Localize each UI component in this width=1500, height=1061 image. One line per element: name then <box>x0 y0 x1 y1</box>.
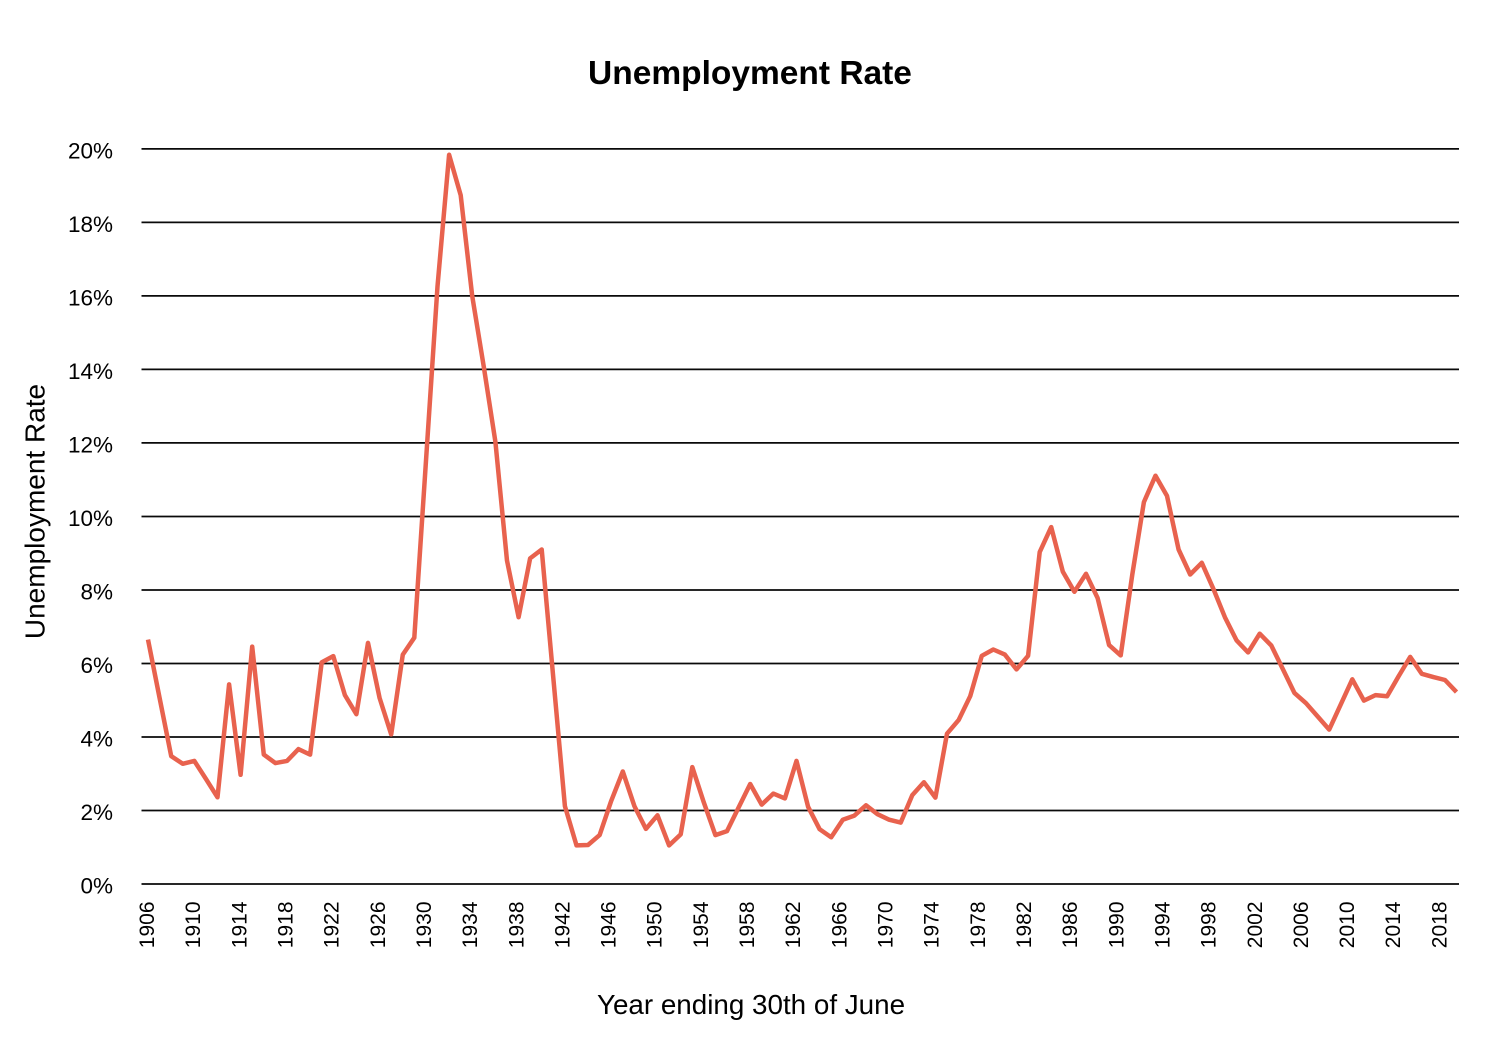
svg-text:16%: 16% <box>68 285 113 310</box>
svg-text:1990: 1990 <box>1105 902 1128 949</box>
svg-text:Unemployment Rate: Unemployment Rate <box>588 55 912 92</box>
svg-text:2014: 2014 <box>1382 901 1405 948</box>
svg-text:Unemployment Rate: Unemployment Rate <box>20 384 51 639</box>
svg-text:2018: 2018 <box>1428 902 1451 949</box>
svg-text:20%: 20% <box>68 138 113 163</box>
svg-text:1978: 1978 <box>967 902 990 949</box>
svg-text:8%: 8% <box>80 580 113 605</box>
svg-text:1962: 1962 <box>782 902 805 949</box>
svg-text:2%: 2% <box>80 800 113 825</box>
svg-text:6%: 6% <box>80 653 113 678</box>
svg-text:1982: 1982 <box>1013 902 1036 949</box>
svg-text:1918: 1918 <box>275 902 298 949</box>
svg-text:1922: 1922 <box>321 902 344 949</box>
svg-text:1970: 1970 <box>875 902 898 949</box>
svg-text:10%: 10% <box>68 506 113 531</box>
svg-text:14%: 14% <box>68 359 113 384</box>
svg-text:1958: 1958 <box>736 902 759 949</box>
svg-text:0%: 0% <box>80 874 113 899</box>
svg-text:1942: 1942 <box>551 902 574 949</box>
svg-text:1930: 1930 <box>413 902 436 949</box>
svg-text:1906: 1906 <box>136 902 159 949</box>
svg-text:1938: 1938 <box>505 902 528 949</box>
svg-text:2002: 2002 <box>1244 902 1267 949</box>
svg-text:1910: 1910 <box>182 902 205 949</box>
svg-text:Year ending 30th of June: Year ending 30th of June <box>597 989 905 1020</box>
svg-text:12%: 12% <box>68 432 113 457</box>
svg-text:1986: 1986 <box>1059 902 1082 949</box>
svg-text:4%: 4% <box>80 727 113 752</box>
svg-text:1950: 1950 <box>644 902 667 949</box>
svg-text:1966: 1966 <box>828 902 851 949</box>
svg-text:1974: 1974 <box>921 901 944 948</box>
svg-text:1998: 1998 <box>1198 902 1221 949</box>
svg-text:1914: 1914 <box>228 901 251 948</box>
svg-text:2010: 2010 <box>1336 902 1359 949</box>
svg-text:1954: 1954 <box>690 901 713 948</box>
svg-text:1926: 1926 <box>367 902 390 949</box>
svg-text:1934: 1934 <box>459 901 482 948</box>
svg-text:1946: 1946 <box>598 902 621 949</box>
svg-text:2006: 2006 <box>1290 902 1313 949</box>
svg-text:18%: 18% <box>68 212 113 237</box>
svg-text:1994: 1994 <box>1152 901 1175 948</box>
